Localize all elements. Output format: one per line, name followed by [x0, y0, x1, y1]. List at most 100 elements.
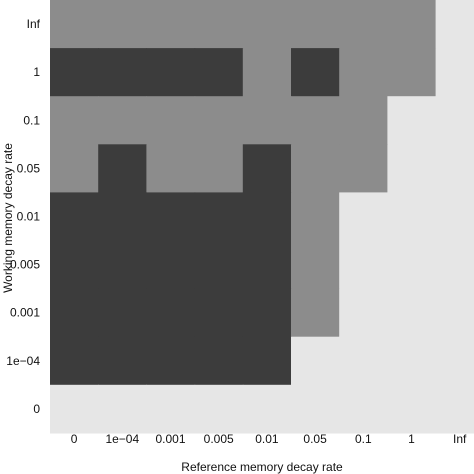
heatmap-cell	[339, 336, 388, 386]
x-tick-label: 0.001	[155, 432, 185, 446]
heatmap-cell	[50, 48, 99, 97]
heatmap-cell	[194, 336, 244, 386]
x-tick-label: Inf	[453, 432, 467, 446]
x-tick-label: 0.05	[303, 432, 327, 446]
heatmap-cell	[291, 48, 340, 97]
heatmap-cell	[387, 0, 437, 49]
y-tick-label: 1	[33, 65, 40, 79]
x-tick-label: 0.01	[255, 432, 279, 446]
heatmap-cell	[339, 384, 388, 434]
heatmap-cell	[339, 288, 388, 338]
heatmap-cell	[387, 384, 437, 434]
heatmap-cell	[387, 96, 437, 145]
heatmap-cell	[242, 96, 292, 145]
y-tick-label: 0.1	[23, 113, 40, 127]
heatmap-cell	[146, 384, 196, 434]
heatmap-cell	[50, 384, 99, 434]
heatmap-cell	[291, 336, 340, 386]
heatmap-cell	[50, 240, 99, 290]
heatmap-cell	[387, 336, 437, 386]
heatmap-cell	[98, 240, 147, 290]
heatmap-cell	[242, 192, 292, 242]
heatmap-cell	[146, 144, 196, 193]
heatmap-cell	[146, 288, 196, 338]
heatmap-cells	[50, 0, 474, 434]
heatmap-cell	[291, 240, 340, 290]
heatmap-cell	[146, 240, 196, 290]
heatmap-cell	[387, 240, 437, 290]
heatmap-cell	[194, 288, 244, 338]
heatmap-cell	[98, 0, 147, 49]
heatmap-cell	[194, 192, 244, 242]
x-tick-label: 0.005	[204, 432, 234, 446]
x-tick-label: 1	[408, 432, 415, 446]
heatmap-cell	[242, 384, 292, 434]
heatmap-cell	[435, 144, 474, 193]
heatmap-cell	[50, 288, 99, 338]
heatmap-cell	[146, 48, 196, 97]
heatmap-cell	[98, 48, 147, 97]
heatmap-cell	[291, 288, 340, 338]
y-axis-title: Working memory decay rate	[1, 143, 15, 293]
y-tick-label: 0.01	[17, 209, 41, 223]
heatmap-cell	[435, 288, 474, 338]
heatmap-cell	[387, 144, 437, 193]
heatmap-cell	[194, 240, 244, 290]
heatmap-cell	[146, 336, 196, 386]
y-tick-label: 0.005	[10, 258, 40, 272]
heatmap-cell	[98, 288, 147, 338]
y-axis-ticks: Inf 1 0.1 0.05 0.01 0.005 0.001 1e−04 0	[6, 17, 40, 416]
heatmap-cell	[435, 192, 474, 242]
heatmap-cell	[50, 144, 99, 193]
x-tick-label: 0.1	[355, 432, 372, 446]
heatmap-cell	[242, 240, 292, 290]
heatmap-cell	[50, 192, 99, 242]
x-axis-ticks: 0 1e−04 0.001 0.005 0.01 0.05 0.1 1 Inf	[71, 432, 467, 446]
y-tick-label: 1e−04	[6, 354, 40, 368]
heatmap-cell	[146, 96, 196, 145]
heatmap-cell	[339, 192, 388, 242]
heatmap-cell	[146, 192, 196, 242]
heatmap-cell	[291, 192, 340, 242]
heatmap-cell	[339, 96, 388, 145]
heatmap-cell	[339, 240, 388, 290]
heatmap-cell	[98, 336, 147, 386]
heatmap-cell	[98, 144, 147, 193]
heatmap-cell	[242, 288, 292, 338]
y-tick-label: 0.001	[10, 306, 40, 320]
heatmap-cell	[387, 48, 437, 97]
y-tick-label: 0.05	[17, 161, 41, 175]
heatmap-cell	[339, 144, 388, 193]
x-axis-title: Reference memory decay rate	[181, 460, 343, 474]
heatmap-cell	[194, 384, 244, 434]
heatmap-cell	[435, 336, 474, 386]
x-tick-label: 0	[71, 432, 78, 446]
heatmap-cell	[291, 0, 340, 49]
y-tick-label: 0	[33, 402, 40, 416]
heatmap-cell	[194, 48, 244, 97]
heatmap-cell	[194, 0, 244, 49]
heatmap-cell	[291, 96, 340, 145]
heatmap-cell	[339, 48, 388, 97]
heatmap-cell	[194, 96, 244, 145]
heatmap-cell	[194, 144, 244, 193]
heatmap-cell	[435, 96, 474, 145]
heatmap-cell	[242, 144, 292, 193]
y-tick-label: Inf	[27, 17, 41, 31]
x-tick-label: 1e−04	[105, 432, 139, 446]
heatmap-cell	[435, 0, 474, 49]
heatmap-cell	[291, 144, 340, 193]
heatmap-cell	[435, 48, 474, 97]
heatmap-cell	[98, 96, 147, 145]
heatmap-cell	[242, 48, 292, 97]
heatmap-cell	[291, 384, 340, 434]
heatmap-cell	[435, 240, 474, 290]
heatmap-cell	[387, 192, 437, 242]
heatmap-cell	[242, 0, 292, 49]
heatmap-cell	[98, 192, 147, 242]
heatmap-cell	[339, 0, 388, 49]
heatmap-cell	[435, 384, 474, 434]
heatmap-cell	[50, 0, 99, 49]
heatmap-cell	[146, 0, 196, 49]
